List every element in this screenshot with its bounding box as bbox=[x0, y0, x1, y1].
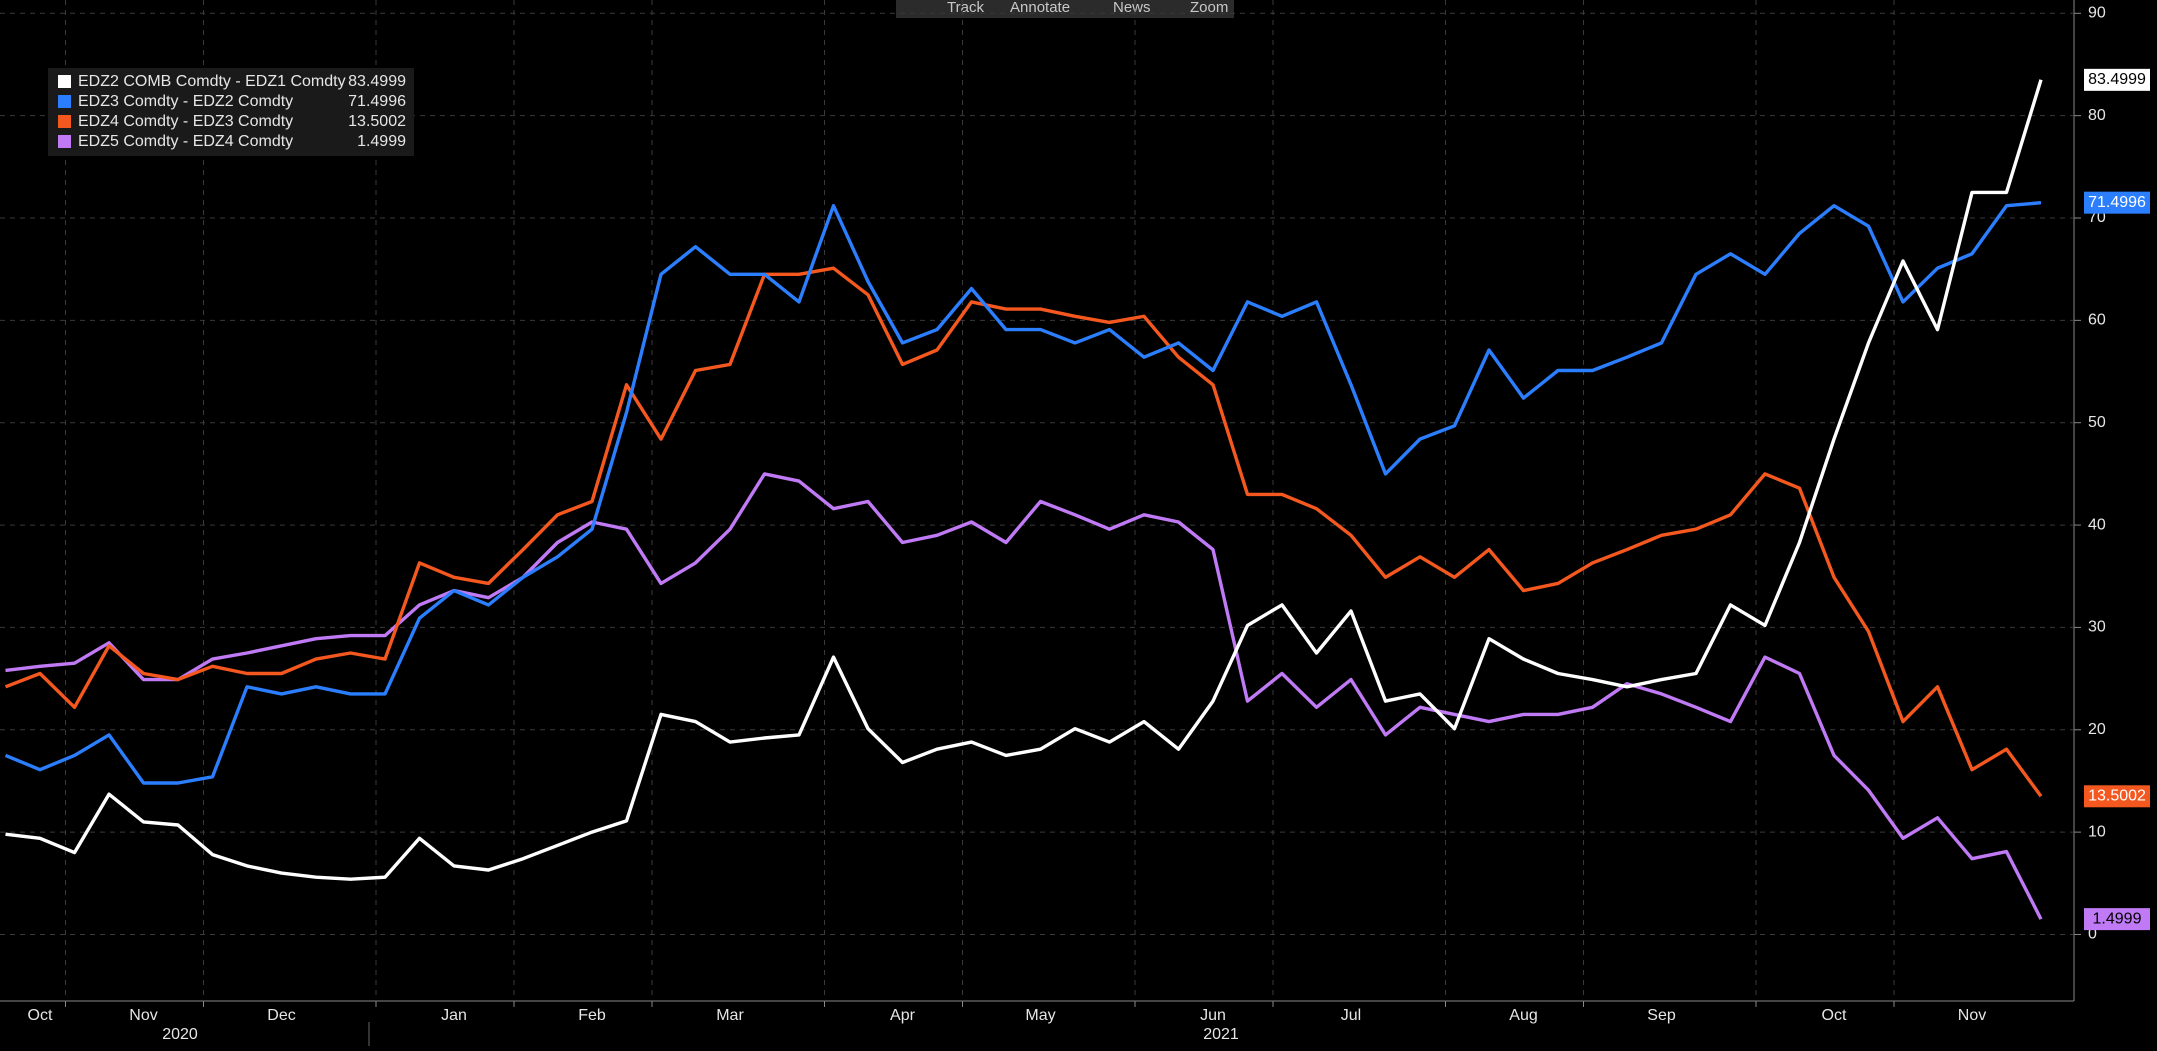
toolbar-button[interactable]: Annotate bbox=[1010, 0, 1070, 16]
value-tag-label: 13.5002 bbox=[2088, 788, 2146, 805]
y-tick-label: 0 bbox=[2088, 926, 2097, 943]
x-tick-label: Apr bbox=[890, 1007, 916, 1024]
y-tick-label: 30 bbox=[2088, 619, 2106, 636]
x-tick-label: Jun bbox=[1200, 1007, 1226, 1024]
legend-swatch bbox=[58, 135, 71, 148]
legend: EDZ2 COMB Comdty - EDZ1 Comdty 83.4999 EDZ… bbox=[48, 68, 414, 156]
series-line bbox=[5, 79, 2043, 881]
y-tick-label: 90 bbox=[2088, 5, 2106, 22]
x-tick-label: Mar bbox=[716, 1007, 744, 1024]
legend-value: 13.5002 bbox=[348, 113, 406, 130]
toolbar-button[interactable]: Track bbox=[947, 0, 984, 16]
year-label: 2021 bbox=[1203, 1026, 1239, 1043]
year-label: 2020 bbox=[162, 1026, 198, 1043]
value-tag bbox=[2084, 68, 2150, 91]
value-tag bbox=[2084, 908, 2150, 931]
y-tick-label: 60 bbox=[2088, 312, 2106, 329]
legend-label: EDZ4 Comdty - EDZ3 Comdty bbox=[78, 113, 293, 130]
value-tag bbox=[2084, 191, 2150, 214]
y-tick-label: 20 bbox=[2088, 721, 2106, 738]
x-tick-label: Oct bbox=[1822, 1007, 1847, 1024]
series-line bbox=[4, 201, 2042, 785]
toolbar-button[interactable]: News bbox=[1113, 0, 1151, 16]
value-tag-label: 83.4999 bbox=[2088, 71, 2146, 88]
x-tick-label: May bbox=[1025, 1007, 1055, 1024]
value-tag bbox=[2084, 785, 2150, 808]
toolbar-button[interactable]: Zoom bbox=[1190, 0, 1228, 16]
x-tick-label: Feb bbox=[578, 1007, 606, 1024]
series-line bbox=[5, 472, 2043, 920]
legend-value: 83.4999 bbox=[348, 73, 406, 90]
legend-box bbox=[48, 68, 414, 156]
legend-label: EDZ2 COMB Comdty - EDZ1 Comdty bbox=[78, 73, 346, 90]
legend-swatch bbox=[58, 115, 71, 128]
y-tick-label: 10 bbox=[2088, 823, 2106, 840]
x-tick-label: Jan bbox=[441, 1007, 467, 1024]
x-tick-label: Aug bbox=[1509, 1007, 1537, 1024]
legend-label: EDZ5 Comdty - EDZ4 Comdty bbox=[78, 133, 293, 150]
value-tag-label: 1.4999 bbox=[2093, 910, 2142, 927]
x-tick-label: Sep bbox=[1647, 1007, 1676, 1024]
series-line bbox=[4, 266, 2043, 798]
x-tick-label: Oct bbox=[28, 1007, 53, 1024]
x-tick-label: Dec bbox=[267, 1007, 295, 1024]
x-tick-label: Nov bbox=[1958, 1007, 1986, 1024]
y-tick-label: 80 bbox=[2088, 107, 2106, 124]
value-tag-label: 71.4996 bbox=[2088, 194, 2146, 211]
legend-swatch bbox=[58, 95, 71, 108]
legend-value: 71.4996 bbox=[348, 93, 406, 110]
x-tick-label: Nov bbox=[129, 1007, 157, 1024]
legend-value: 1.4999 bbox=[357, 133, 406, 150]
x-tick-label: Jul bbox=[1341, 1007, 1361, 1024]
y-tick-label: 50 bbox=[2088, 414, 2106, 431]
legend-label: EDZ3 Comdty - EDZ2 Comdty bbox=[78, 93, 293, 110]
y-tick-label: 40 bbox=[2088, 516, 2106, 533]
legend-swatch bbox=[58, 75, 71, 88]
